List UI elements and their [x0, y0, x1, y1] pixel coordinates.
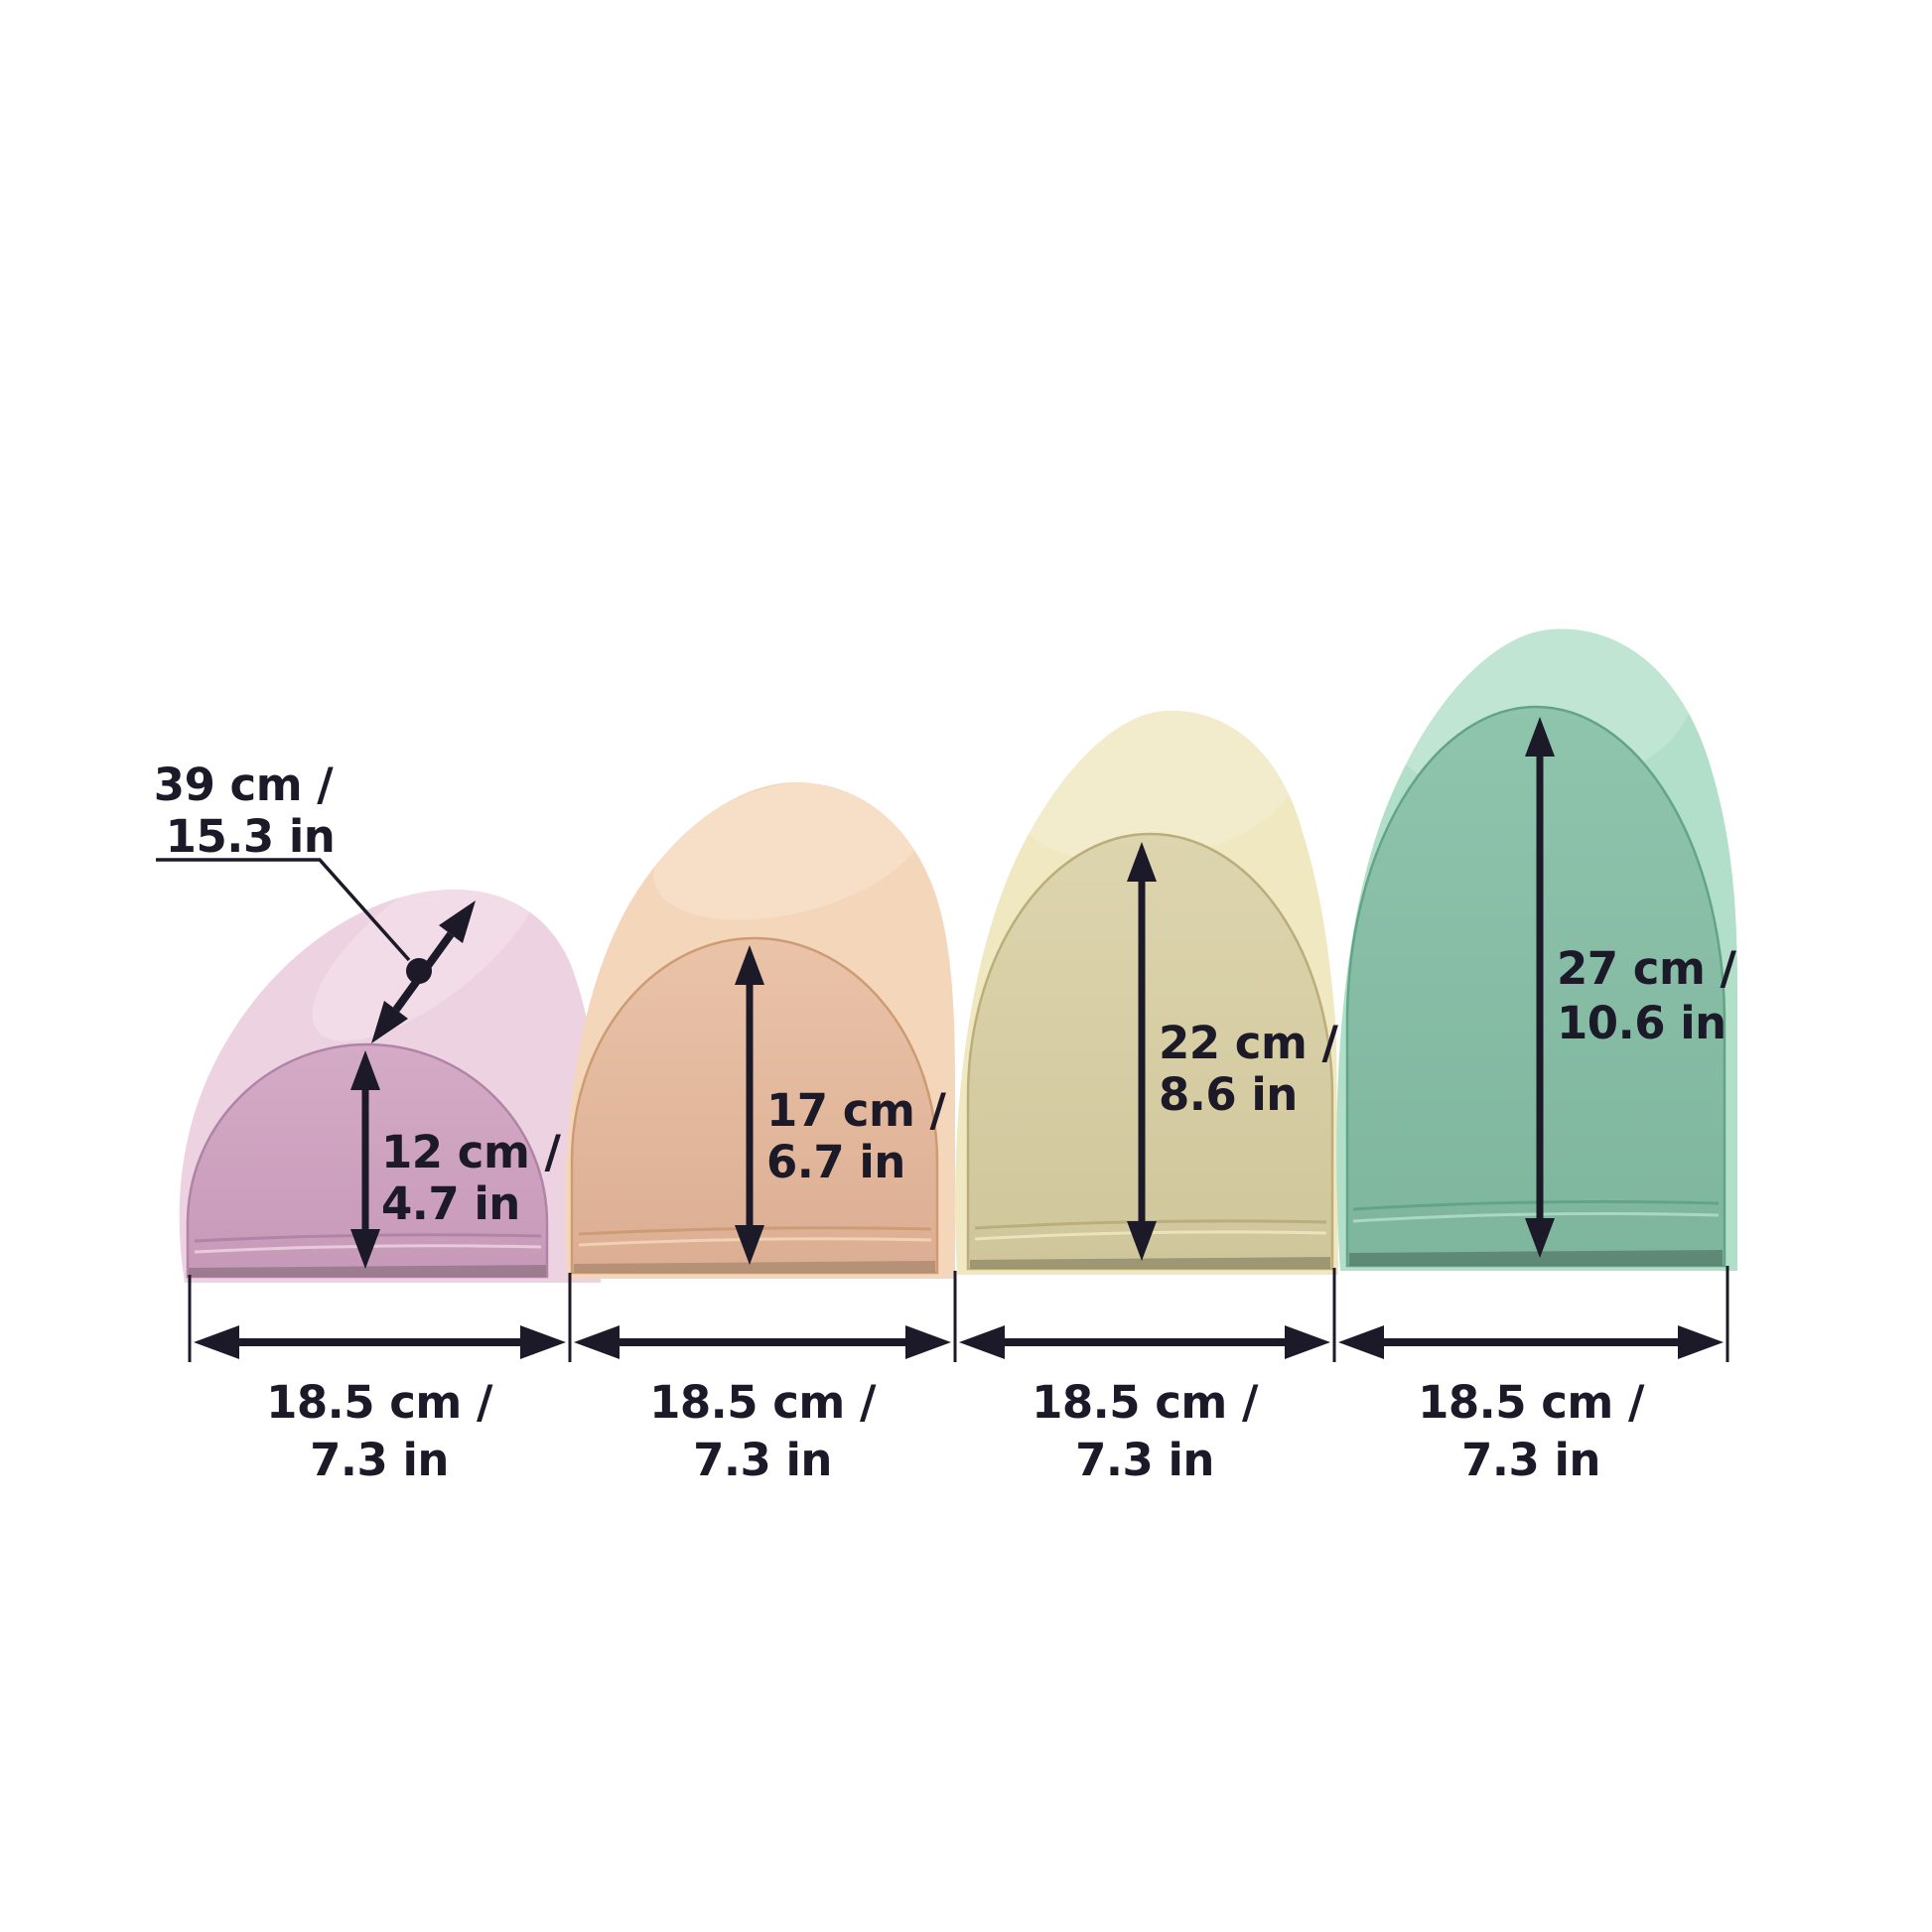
peach-front-face [570, 936, 939, 1275]
mint-width-label-line2: 7.3 in [1461, 1434, 1600, 1486]
depth-dimension: 39 cm / 15.3 in [154, 759, 476, 1043]
width-arrow-peach [574, 1325, 951, 1359]
depth-arrow-head-lower [371, 1001, 408, 1043]
depth-arrow [371, 900, 476, 1043]
block-yellow [955, 706, 1338, 1275]
mint-seam-line [1352, 1199, 1720, 1211]
depth-label-line1: 39 cm / [154, 759, 335, 811]
mint-base-shadow [1349, 1250, 1723, 1266]
mint-height-arrow-up [1525, 717, 1555, 757]
lilac-width-label-line2: 7.3 in [310, 1434, 449, 1486]
peach-base-shadow [574, 1261, 935, 1273]
lilac-base-shadow [189, 1265, 546, 1277]
depth-label-line2: 15.3 in [166, 810, 336, 863]
yellow-height-label-line1: 22 cm / [1159, 1017, 1339, 1069]
depth-arrow-dot [406, 958, 432, 984]
lilac-highlight [312, 849, 542, 1041]
peach-height-label-line1: 17 cm / [766, 1084, 947, 1137]
height-dimension-yellow: 22 cm / 8.6 in [1127, 842, 1339, 1261]
mint-width-label-line1: 18.5 cm / [1418, 1376, 1645, 1429]
mint-front-face [1345, 705, 1726, 1268]
yellow-width-label-line1: 18.5 cm / [1032, 1376, 1259, 1429]
yellow-base-shadow [970, 1257, 1330, 1269]
peach-height-arrow-up [735, 945, 764, 985]
yellow-height-arrow-down [1127, 1221, 1157, 1261]
yellow-highlight [1014, 706, 1300, 863]
mint-height-label-line2: 10.6 in [1557, 997, 1726, 1049]
depth-leader-line [156, 858, 411, 962]
peach-highlight [653, 777, 925, 920]
width-dimensions: 18.5 cm / 7.3 in 18.5 cm / 7.3 in 18.5 c… [188, 1266, 1729, 1486]
width-arrow-yellow [959, 1325, 1330, 1359]
yellow-height-label-line2: 8.6 in [1159, 1068, 1298, 1121]
depth-arrow-head-upper [439, 900, 476, 943]
mint-height-label-line1: 27 cm / [1557, 942, 1737, 995]
peach-height-arrow-down [735, 1225, 764, 1265]
height-dimension-lilac: 12 cm / 4.7 in [350, 1050, 562, 1269]
lilac-height-arrow-down [350, 1229, 380, 1269]
height-dimension-peach: 17 cm / 6.7 in [735, 945, 947, 1265]
peach-height-label-line2: 6.7 in [766, 1136, 905, 1188]
peach-width-label-line2: 7.3 in [693, 1434, 832, 1486]
width-arrow-mint [1338, 1325, 1724, 1359]
yellow-width-label-line2: 7.3 in [1075, 1434, 1214, 1486]
lilac-height-label-line1: 12 cm / [381, 1126, 562, 1178]
peach-width-label-line1: 18.5 cm / [649, 1376, 877, 1429]
yellow-front-face [966, 832, 1334, 1271]
lilac-width-label-line1: 18.5 cm / [266, 1376, 493, 1429]
height-dimension-mint: 27 cm / 10.6 in [1525, 717, 1737, 1258]
lilac-height-label-line2: 4.7 in [381, 1177, 520, 1230]
mint-height-arrow-down [1525, 1218, 1555, 1258]
yellow-height-arrow-up [1127, 842, 1157, 882]
block-lilac [179, 849, 601, 1283]
width-arrow-lilac [194, 1325, 566, 1359]
block-peach [565, 777, 955, 1279]
mint-seam-highlight [1352, 1211, 1720, 1223]
lilac-height-arrow-up [350, 1050, 380, 1090]
